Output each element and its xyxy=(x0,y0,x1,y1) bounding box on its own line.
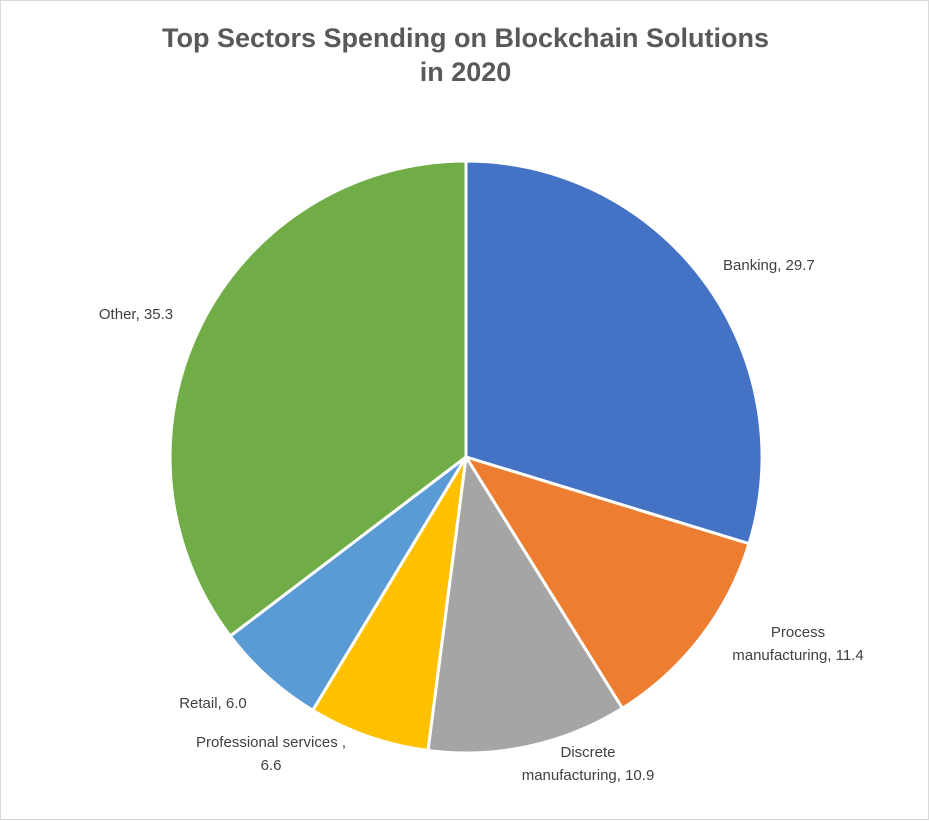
data-label-line: Other, 35.3 xyxy=(99,306,173,323)
pie-slice-professional-services xyxy=(311,455,468,753)
pie-slice-other xyxy=(168,159,468,638)
data-label-process-manufacturing: Process manufacturing, 11.4 xyxy=(732,624,863,664)
data-label-retail: Retail, 6.0 xyxy=(179,695,247,712)
data-label-line: Retail, 6.0 xyxy=(179,695,247,712)
pie-slice-discrete-manufacturing xyxy=(426,455,624,755)
data-label-line: Professional services , xyxy=(196,734,346,751)
data-label-banking: Banking, 29.7 xyxy=(723,257,815,274)
pie-slice-process-manufacturing xyxy=(464,455,751,710)
chart-title: Top Sectors Spending on Blockchain Solut… xyxy=(1,21,929,89)
data-label-line: 6.6 xyxy=(261,757,282,774)
data-label-line: Process xyxy=(771,624,825,641)
data-label-line: Discrete xyxy=(560,744,615,761)
data-label-discrete-manufacturing: Discrete manufacturing, 10.9 xyxy=(522,744,655,784)
chart-title-line-1: Top Sectors Spending on Blockchain Solut… xyxy=(161,23,770,53)
data-label-professional-services: Professional services , 6.6 xyxy=(196,734,346,774)
data-label-line: manufacturing, 11.4 xyxy=(732,647,863,664)
pie-slice-banking xyxy=(464,159,764,546)
chart-title-line-2: in 2020 xyxy=(419,57,512,87)
data-label-line: manufacturing, 10.9 xyxy=(522,767,655,784)
data-label-other: Other, 35.3 xyxy=(99,306,173,323)
data-label-line: Banking, 29.7 xyxy=(723,257,815,274)
